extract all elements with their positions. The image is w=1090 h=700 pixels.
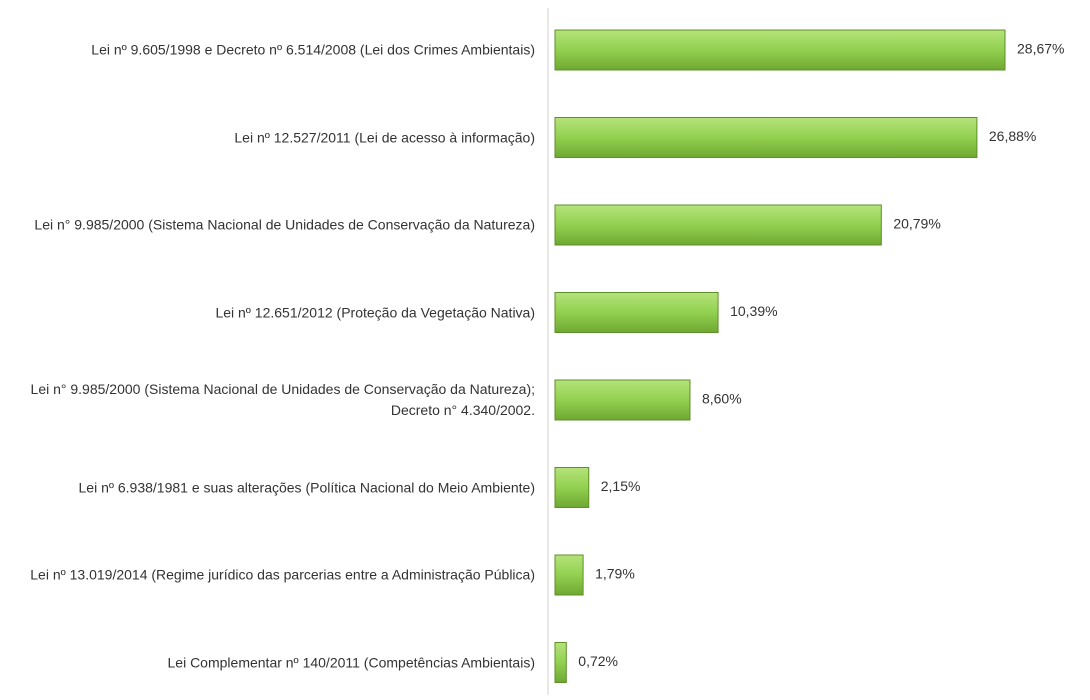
bar	[554, 117, 978, 158]
value-label: 26,88%	[989, 128, 1036, 144]
bar	[554, 467, 590, 508]
category-label: Lei nº 9.605/1998 e Decreto nº 6.514/200…	[91, 41, 535, 58]
category-label: Lei nº 13.019/2014 (Regime jurídico das …	[30, 566, 535, 583]
category-label: Lei nº 12.651/2012 (Proteção da Vegetaçã…	[215, 304, 535, 320]
category-label: Lei Complementar nº 140/2011 (Competênci…	[167, 654, 536, 670]
value-label: 2,15%	[601, 478, 641, 494]
bar	[554, 554, 584, 596]
bar	[554, 642, 567, 683]
category-label: Lei nº 6.938/1981 e suas alterações (Pol…	[78, 479, 536, 495]
category-label: Lei n° 9.985/2000 (Sistema Nacional de U…	[34, 216, 535, 233]
value-label: 20,79%	[893, 216, 940, 232]
value-label: 28,67%	[1017, 41, 1064, 57]
bar	[554, 292, 719, 333]
category-label: Lei nº 12.527/2011 (Lei de acesso à info…	[234, 129, 535, 145]
bar	[554, 379, 691, 421]
category-label: Lei n° 9.985/2000 (Sistema Nacional de U…	[30, 381, 535, 418]
bar	[554, 204, 882, 246]
value-label: 0,72%	[578, 653, 618, 669]
bar	[554, 29, 1006, 71]
value-label: 8,60%	[702, 391, 742, 407]
value-label: 10,39%	[730, 303, 777, 319]
value-label: 1,79%	[595, 566, 635, 582]
